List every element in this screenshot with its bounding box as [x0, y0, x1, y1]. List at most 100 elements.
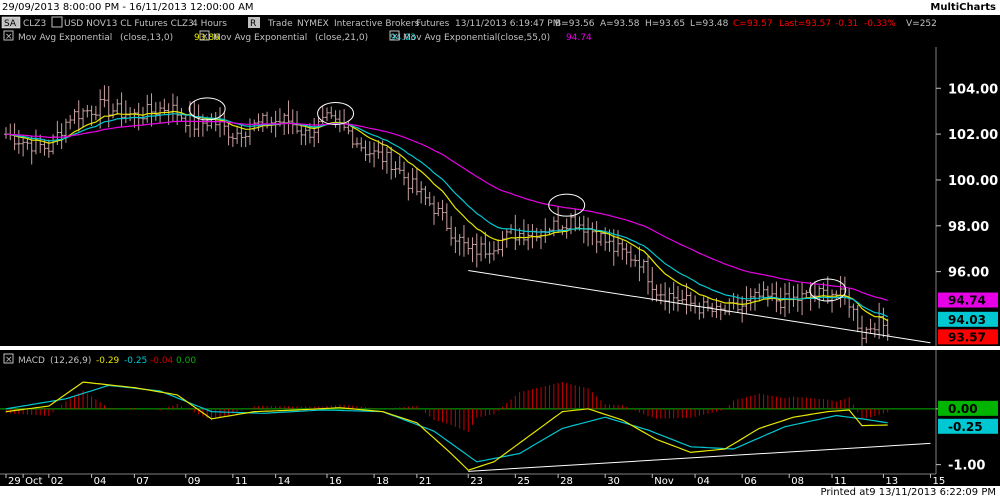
hist-value: -0.04 [150, 356, 174, 366]
quote-datetime: 13/11/2013 6:19:47 PM [455, 19, 560, 29]
chart-canvas[interactable]: SA CLZ3 USD NOV13 CL Futures CLZ3 4 Hour… [0, 15, 1000, 486]
zero-value: 0.00 [176, 356, 196, 366]
price-label-text: 94.03 [948, 313, 986, 327]
time-axis-label: 08 [791, 476, 804, 486]
ask-value: A=93.58 [600, 19, 640, 29]
time-axis-label: 28 [560, 476, 573, 486]
indicator-params: (close,13,0) [120, 33, 173, 43]
pane-separator[interactable] [0, 346, 1000, 350]
exchange-label: NYMEX [297, 19, 329, 29]
close-icon[interactable] [3, 30, 14, 41]
price-last-labels: 94.74 94.03 93.57 [938, 292, 998, 345]
price-axis: 104.00 102.00 100.00 98.00 96.00 [936, 82, 998, 281]
time-axis-label: 07 [136, 476, 149, 486]
close-value: C=93.57 [733, 19, 773, 29]
time-axis-label: 09 [188, 476, 201, 486]
macd-label-box [938, 418, 998, 434]
indicator-legend-ema21[interactable]: × Mov Avg Exponential (close,21,0) 94.03 [199, 30, 416, 43]
time-axis: 29 Oct 02 04 07 09 11 14 16 18 21 23 25 28 30 Nov 04 06 08… [5, 474, 945, 486]
resolution-label: 4 Hours [192, 19, 227, 29]
symbol-checkbox[interactable] [51, 16, 63, 28]
highlight-circle [188, 97, 226, 121]
macd-legend[interactable]: × MACD (12,26,9) -0.29 -0.25 -0.04 0.00 [3, 353, 196, 366]
price-axis-label: 100.00 [948, 174, 998, 189]
time-axis-label: 18 [376, 476, 389, 486]
close-icon[interactable] [199, 30, 210, 41]
price-axis-label: 98.00 [948, 220, 989, 235]
sa-label: SA [4, 19, 17, 29]
time-axis-label: 13 [885, 476, 898, 486]
time-axis-label: 21 [419, 476, 432, 486]
svg-text:×: × [201, 32, 209, 42]
time-axis-label: 29 [8, 476, 21, 486]
time-axis-label: 11 [235, 476, 248, 486]
macd-last-labels: 0.00 -0.25 [938, 400, 998, 434]
price-pane[interactable] [4, 85, 931, 350]
macd-line [5, 381, 888, 471]
svg-text:×: × [5, 355, 13, 365]
macd-trendline [468, 442, 931, 472]
date-range: 29/09/2013 8:00:00 PM - 16/11/2013 12:00… [2, 2, 254, 13]
highlight-circle [809, 278, 847, 302]
close-icon[interactable] [389, 30, 400, 41]
broker-label: Interactive Brokers [334, 19, 420, 29]
change-value: -0.31 [835, 19, 858, 29]
indicator-name: Mov Avg Exponential [18, 33, 112, 43]
app-name: MultiCharts [930, 2, 996, 13]
category-label: Futures [416, 19, 450, 29]
macd-label-box [938, 400, 998, 416]
price-label-box [938, 292, 998, 308]
indicator-legend-ema13[interactable]: × Mov Avg Exponential (close,13,0) 93.86 [3, 30, 220, 43]
price-trendline [468, 270, 931, 344]
time-axis-label: 14 [278, 476, 291, 486]
bid-value: B=93.56 [555, 19, 595, 29]
time-axis-label: 11 [834, 476, 847, 486]
svg-text:×: × [5, 32, 13, 42]
type-label: Trade [267, 19, 293, 29]
symbol-description: USD NOV13 CL Futures CLZ3 [64, 19, 194, 29]
time-axis-label: Oct [25, 476, 42, 486]
indicator-value: 93.86 [194, 33, 220, 43]
price-label-text: 93.57 [948, 330, 986, 344]
low-value: L=93.48 [690, 19, 729, 29]
window-title-bar: 29/09/2013 8:00:00 PM - 16/11/2013 12:00… [0, 0, 1000, 16]
price-axis-label: 102.00 [948, 128, 998, 143]
price-label-text: 94.74 [948, 294, 986, 308]
close-icon[interactable] [3, 353, 14, 364]
time-axis-label: 25 [517, 476, 530, 486]
price-label-box [938, 311, 998, 327]
change-pct-value: -0.33% [864, 19, 896, 29]
r-button[interactable] [248, 17, 260, 28]
indicator-name: Mov Avg Exponential [213, 33, 307, 43]
price-label-box [938, 329, 998, 345]
macd-label-text: -0.25 [948, 420, 983, 434]
time-axis-label: Nov [654, 476, 674, 486]
r-label: R [250, 19, 256, 29]
ema-line-55 [6, 120, 888, 301]
price-axis-label: 96.00 [948, 266, 989, 281]
time-axis-label: 15 [932, 476, 945, 486]
macd-axis-label: -1.00 [948, 459, 985, 474]
indicator-params: (close,55,0) [497, 33, 550, 43]
time-axis-label: 23 [470, 476, 483, 486]
indicator-name: Mov Avg Exponential [403, 33, 497, 43]
time-axis-label: 30 [607, 476, 620, 486]
time-axis-label: 06 [744, 476, 757, 486]
price-axis-label: 104.00 [948, 82, 998, 97]
indicator-value: 94.03 [390, 33, 416, 43]
indicator-legend-ema55[interactable]: × Mov Avg Exponential (close,55,0) 94.74 [389, 30, 592, 43]
time-axis-label: 04 [94, 476, 107, 486]
macd-name: MACD [18, 356, 45, 366]
high-value: H=93.65 [645, 19, 685, 29]
indicator-params: (close,21,0) [315, 33, 368, 43]
time-axis-label: 16 [329, 476, 342, 486]
time-axis-label: 04 [697, 476, 710, 486]
indicator-value: 94.74 [566, 33, 592, 43]
sa-button[interactable] [1, 16, 21, 29]
macd-value: -0.29 [96, 356, 120, 366]
svg-text:×: × [391, 32, 399, 42]
highlight-circle [317, 101, 355, 125]
footer-bar: Printed at9 13/11/2013 6:22:09 PM [0, 486, 1000, 500]
macd-pane[interactable] [0, 381, 936, 472]
printed-timestamp: Printed at9 13/11/2013 6:22:09 PM [820, 487, 996, 498]
